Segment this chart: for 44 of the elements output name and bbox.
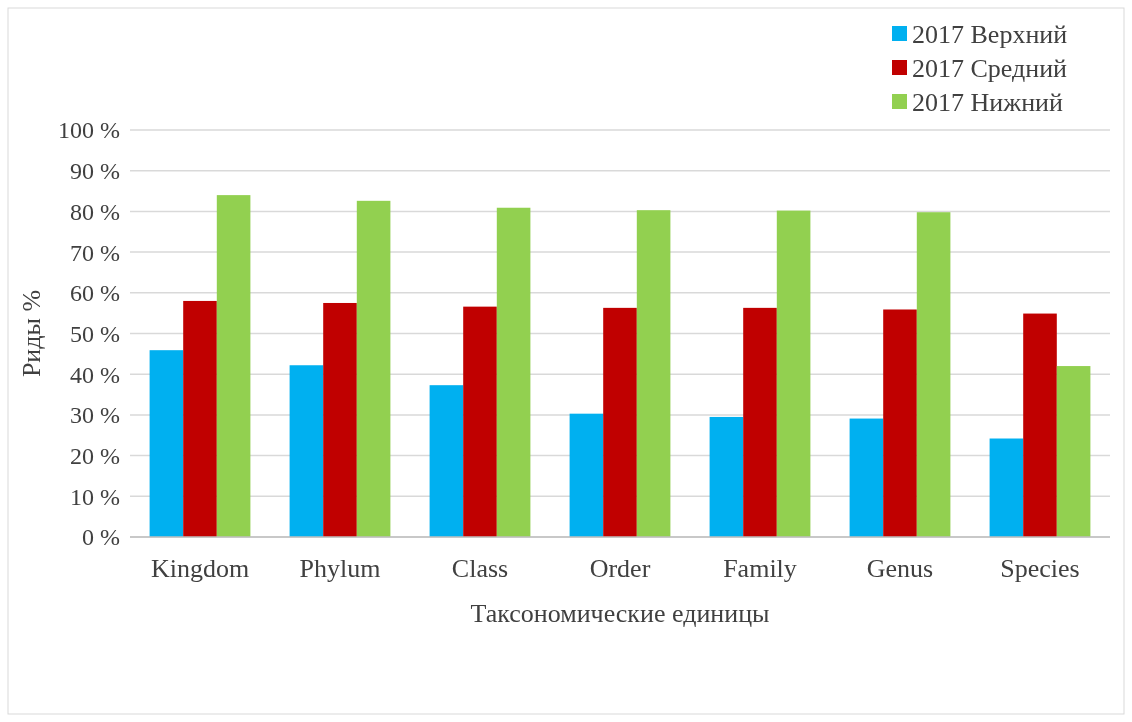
legend-label: 2017 Верхний [912, 20, 1068, 50]
bar [149, 350, 184, 537]
legend-label: 2017 Нижний [912, 88, 1063, 118]
y-tick-label: 40 % [70, 361, 120, 388]
bar [323, 302, 357, 537]
bar [709, 416, 744, 537]
bar [216, 195, 251, 537]
bar [289, 365, 324, 537]
x-tick-label: Genus [866, 554, 934, 583]
bar [183, 300, 217, 537]
bar [849, 418, 884, 537]
bar [603, 307, 637, 537]
bar [569, 413, 604, 537]
x-tick-label: Order [589, 554, 651, 583]
legend-label: 2017 Средний [912, 54, 1068, 84]
y-tick-label: 30 % [70, 402, 120, 429]
y-tick-label: 80 % [70, 198, 120, 225]
y-tick-label: 100 % [58, 117, 120, 144]
bar [496, 207, 531, 537]
bar [916, 212, 951, 537]
bar [429, 385, 464, 537]
bar [636, 210, 671, 537]
bar [1023, 313, 1057, 537]
x-tick-label: Species [1000, 554, 1080, 583]
y-tick-label: 20 % [70, 443, 120, 469]
y-tick-label: 60 % [70, 280, 120, 307]
x-tick-label: Family [723, 554, 797, 583]
y-tick-label: 50 % [70, 320, 120, 347]
y-axis-title: Риды % [17, 289, 46, 378]
x-tick-label: Phylum [299, 554, 381, 583]
y-tick-label: 90 % [70, 158, 120, 185]
bar [883, 309, 917, 537]
y-tick-label: 0 % [82, 524, 120, 551]
bar [743, 307, 777, 537]
bar [989, 438, 1024, 537]
x-tick-label: Kingdom [150, 554, 250, 583]
bar [356, 200, 391, 537]
y-tick-label: 10 % [70, 483, 120, 510]
bar [776, 210, 811, 537]
x-axis-title: Таксономические единицы [470, 599, 770, 628]
y-tick-label: 70 % [70, 239, 120, 266]
bar [463, 306, 497, 537]
x-tick-label: Class [451, 554, 509, 583]
bar [1056, 366, 1091, 537]
